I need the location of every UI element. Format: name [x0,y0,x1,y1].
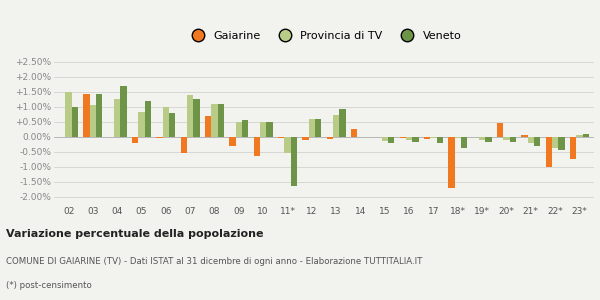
Bar [187,94,193,136]
Bar [430,136,437,138]
Bar [552,136,558,148]
Bar [479,136,485,140]
Bar [139,112,145,136]
Bar [284,136,290,153]
Bar [254,136,260,156]
Bar [205,116,211,136]
Bar [485,136,491,142]
Bar [376,136,382,137]
Bar [169,113,175,136]
Bar [83,94,90,136]
Bar [576,135,583,136]
Bar [333,115,340,136]
Bar [340,109,346,136]
Bar [236,122,242,136]
Bar [509,136,516,142]
Bar [461,136,467,148]
Text: (*) post-censimento: (*) post-censimento [6,281,92,290]
Bar [455,136,461,138]
Bar [570,136,576,159]
Bar [497,123,503,136]
Bar [406,136,412,140]
Legend: Gaiarine, Provincia di TV, Veneto: Gaiarine, Provincia di TV, Veneto [182,27,466,45]
Bar [527,136,534,143]
Bar [400,136,406,138]
Bar [157,136,163,138]
Bar [534,136,540,146]
Bar [242,120,248,136]
Bar [521,135,527,136]
Bar [163,107,169,136]
Bar [260,122,266,136]
Bar [229,136,236,146]
Bar [315,118,322,136]
Bar [351,129,358,136]
Text: Variazione percentuale della popolazione: Variazione percentuale della popolazione [6,229,263,239]
Bar [121,85,127,136]
Bar [145,100,151,136]
Bar [90,105,96,136]
Bar [181,136,187,153]
Bar [96,94,103,136]
Bar [218,103,224,136]
Bar [545,136,552,167]
Bar [211,104,218,136]
Bar [302,136,308,140]
Bar [132,136,139,143]
Bar [412,136,419,142]
Bar [65,92,72,136]
Bar [278,136,284,138]
Bar [266,122,272,136]
Bar [290,136,297,186]
Bar [72,106,78,136]
Text: COMUNE DI GAIARINE (TV) - Dati ISTAT al 31 dicembre di ogni anno - Elaborazione : COMUNE DI GAIARINE (TV) - Dati ISTAT al … [6,257,422,266]
Bar [388,136,394,142]
Bar [114,99,121,136]
Bar [437,136,443,142]
Bar [193,99,200,136]
Bar [503,136,509,140]
Bar [382,136,388,141]
Bar [358,136,364,137]
Bar [583,134,589,136]
Bar [424,136,430,139]
Bar [308,119,315,136]
Bar [448,136,455,188]
Bar [59,136,65,137]
Bar [558,136,565,150]
Bar [326,136,333,139]
